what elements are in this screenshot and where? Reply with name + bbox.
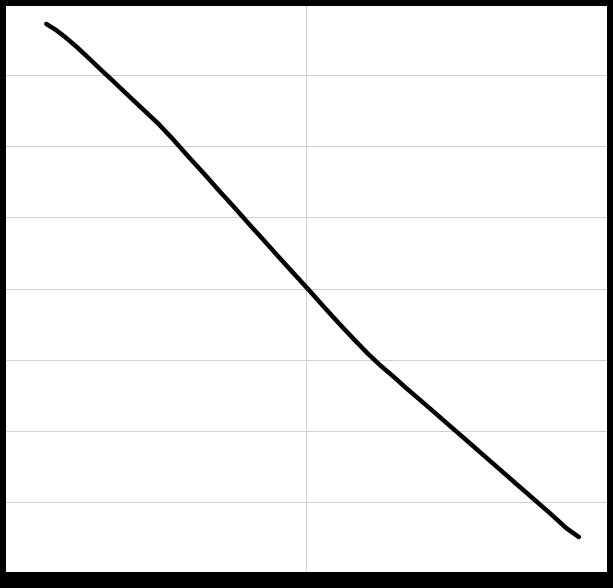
chart-svg <box>4 4 609 574</box>
axis-spine-top <box>4 4 609 6</box>
figure-canvas <box>0 0 613 588</box>
plot-area <box>4 4 609 574</box>
series-0 <box>46 24 578 537</box>
axis-spine-bottom <box>4 572 609 574</box>
axis-spine-left <box>4 4 6 574</box>
axis-spine-right <box>607 4 609 574</box>
